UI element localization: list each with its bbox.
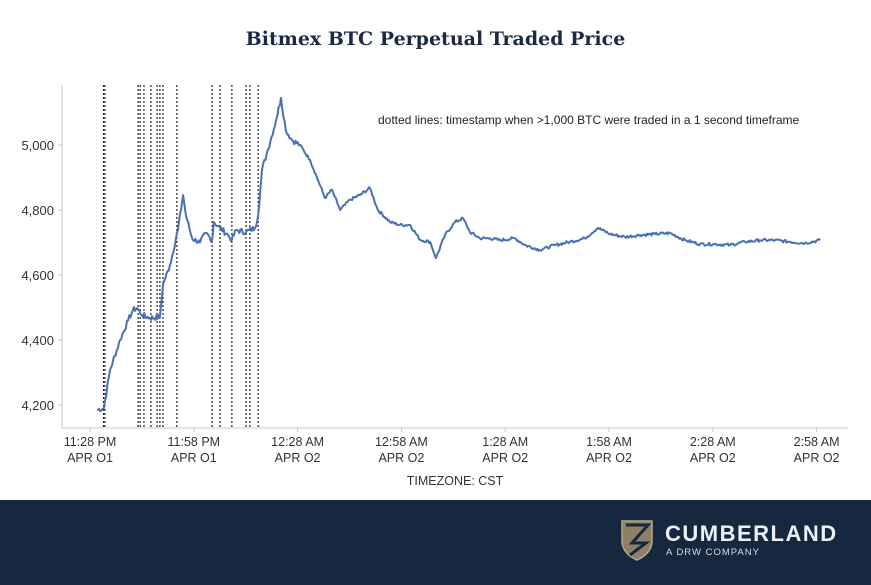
x-tick-label: APR O1 [171,451,217,465]
brand-tagline: A DRW COMPANY [666,547,760,558]
price-series-line [96,96,821,413]
x-tick-label: APR O1 [67,451,113,465]
x-tick-label: APR O2 [586,451,632,465]
y-tick-label: 4,200 [21,398,54,413]
y-tick-label: 5,000 [21,138,54,153]
x-tick-label: 11:28 PM [64,435,117,449]
x-tick-label: 12:28 AM [271,435,324,449]
footer [0,500,871,585]
price-chart: 4,200 4,400 4,600 4,800 5,000 11:28 PM APR O1 1… [21,85,848,488]
y-tick-label: 4,600 [21,268,54,283]
y-tick-label: 4,800 [21,203,54,218]
cumberland-shield-logo-icon [621,520,653,561]
x-tick-label: 2:28 AM [690,435,736,449]
x-tick-label: APR O2 [378,451,424,465]
x-tick-label: 12:58 AM [375,435,428,449]
x-tick-label: 11:58 PM [168,435,221,449]
brand-name: CUMBERLAND [665,521,838,546]
x-tick-label: APR O2 [794,451,840,465]
x-tick-label: APR O2 [275,451,321,465]
y-tick-label: 4,400 [21,333,54,348]
x-tick-label: 1:28 AM [482,435,528,449]
chart-title: Bitmex BTC Perpetual Traded Price [245,28,626,50]
x-tick-label: APR O2 [482,451,528,465]
x-axis-label: TIMEZONE: CST [407,474,504,488]
x-tick-label: 1:58 AM [586,435,632,449]
x-tick-label: 2:58 AM [794,435,840,449]
annotation: dotted lines: timestamp when >1,000 BTC … [378,113,800,127]
x-tick-label: APR O2 [690,451,736,465]
